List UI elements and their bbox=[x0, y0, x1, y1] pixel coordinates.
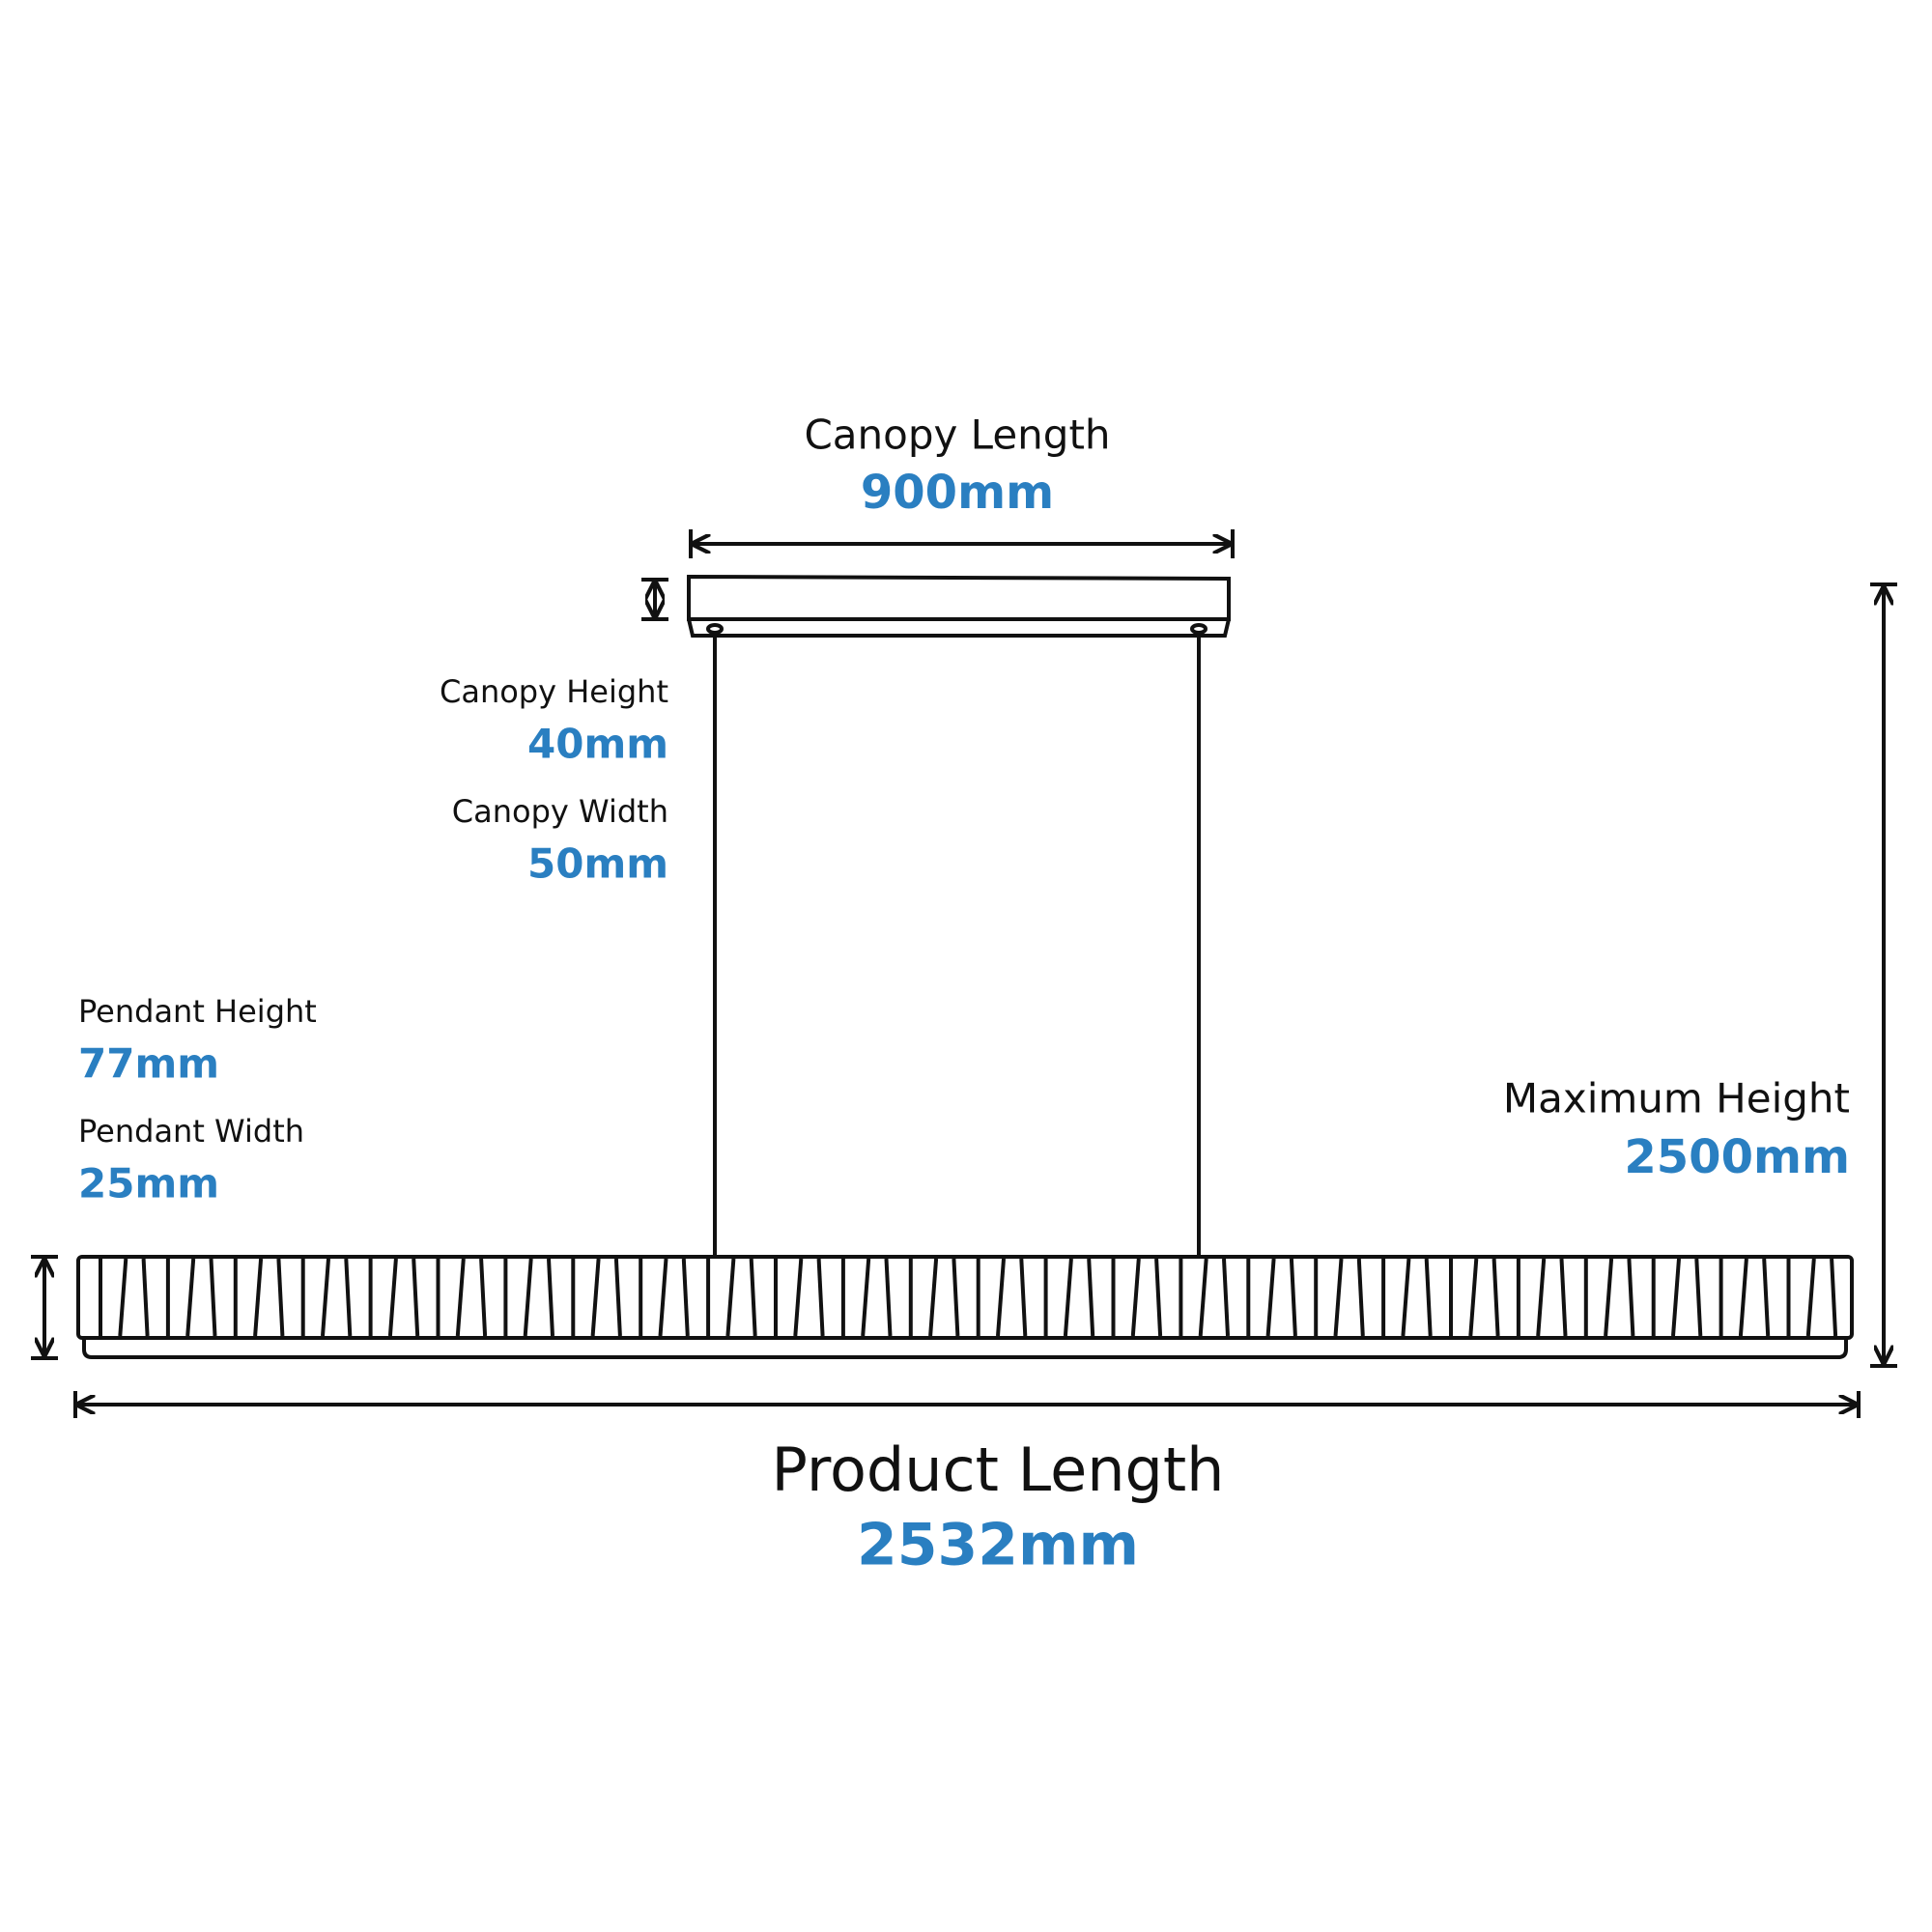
slat bbox=[1154, 1258, 1163, 1337]
slat bbox=[209, 1258, 217, 1337]
slat bbox=[1198, 1258, 1208, 1337]
slat bbox=[387, 1258, 398, 1337]
slat bbox=[725, 1258, 736, 1337]
canopy-length-dimension bbox=[689, 529, 1235, 558]
slat bbox=[412, 1258, 420, 1337]
slat bbox=[547, 1258, 554, 1337]
label: Pendant Height bbox=[78, 993, 317, 1030]
slat bbox=[1087, 1258, 1095, 1337]
slat bbox=[952, 1258, 960, 1337]
slat bbox=[1401, 1258, 1411, 1337]
value: 25mm bbox=[78, 1160, 219, 1208]
value: 2500mm bbox=[1624, 1130, 1850, 1184]
product-length-dimension bbox=[73, 1391, 1861, 1418]
label: Canopy Height bbox=[440, 673, 668, 710]
value: 900mm bbox=[861, 466, 1054, 520]
slat bbox=[1762, 1258, 1771, 1337]
slat bbox=[1019, 1258, 1028, 1337]
slat bbox=[185, 1258, 196, 1337]
label: Canopy Length bbox=[804, 412, 1110, 459]
slat bbox=[1063, 1258, 1073, 1337]
slat bbox=[1694, 1258, 1703, 1337]
slat bbox=[1356, 1258, 1365, 1337]
slat bbox=[1265, 1258, 1276, 1337]
slat bbox=[118, 1258, 128, 1337]
pendant bbox=[76, 1255, 1854, 1359]
slat bbox=[1627, 1258, 1635, 1337]
slat bbox=[749, 1258, 757, 1337]
slat bbox=[861, 1258, 871, 1337]
pendant-height-dimension bbox=[31, 1255, 58, 1360]
value: 77mm bbox=[78, 1040, 219, 1088]
slat bbox=[1559, 1258, 1568, 1337]
slat bbox=[613, 1258, 622, 1337]
slat bbox=[321, 1258, 330, 1337]
slat bbox=[479, 1258, 488, 1337]
slat bbox=[884, 1258, 893, 1337]
slat bbox=[1830, 1258, 1838, 1337]
slat bbox=[1738, 1258, 1748, 1337]
label: Pendant Width bbox=[78, 1113, 304, 1150]
slat bbox=[1492, 1258, 1500, 1337]
slat bbox=[1222, 1258, 1230, 1337]
slat bbox=[658, 1258, 668, 1337]
slat bbox=[1289, 1258, 1297, 1337]
slat bbox=[141, 1258, 150, 1337]
slat bbox=[996, 1258, 1006, 1337]
slat bbox=[1424, 1258, 1433, 1337]
slat bbox=[523, 1258, 533, 1337]
slat bbox=[590, 1258, 601, 1337]
slat bbox=[1805, 1258, 1816, 1337]
label: Product Length bbox=[772, 1435, 1225, 1505]
slat bbox=[816, 1258, 825, 1337]
slat bbox=[1130, 1258, 1141, 1337]
value: 40mm bbox=[527, 721, 668, 768]
slat bbox=[1671, 1258, 1681, 1337]
label: Maximum Height bbox=[1503, 1075, 1850, 1122]
slat bbox=[455, 1258, 466, 1337]
slat bbox=[276, 1258, 285, 1337]
slat bbox=[1468, 1258, 1479, 1337]
slat bbox=[253, 1258, 264, 1337]
slat bbox=[1333, 1258, 1344, 1337]
slat bbox=[681, 1258, 690, 1337]
slat bbox=[344, 1258, 353, 1337]
slat bbox=[793, 1258, 804, 1337]
canopy-height-dimension bbox=[641, 578, 668, 621]
slat bbox=[1536, 1258, 1547, 1337]
value: 2532mm bbox=[857, 1512, 1139, 1579]
value: 50mm bbox=[527, 840, 668, 888]
slat bbox=[928, 1258, 939, 1337]
label: Canopy Width bbox=[452, 793, 668, 830]
slat bbox=[1604, 1258, 1614, 1337]
maximum-height-dimension bbox=[1870, 582, 1897, 1368]
